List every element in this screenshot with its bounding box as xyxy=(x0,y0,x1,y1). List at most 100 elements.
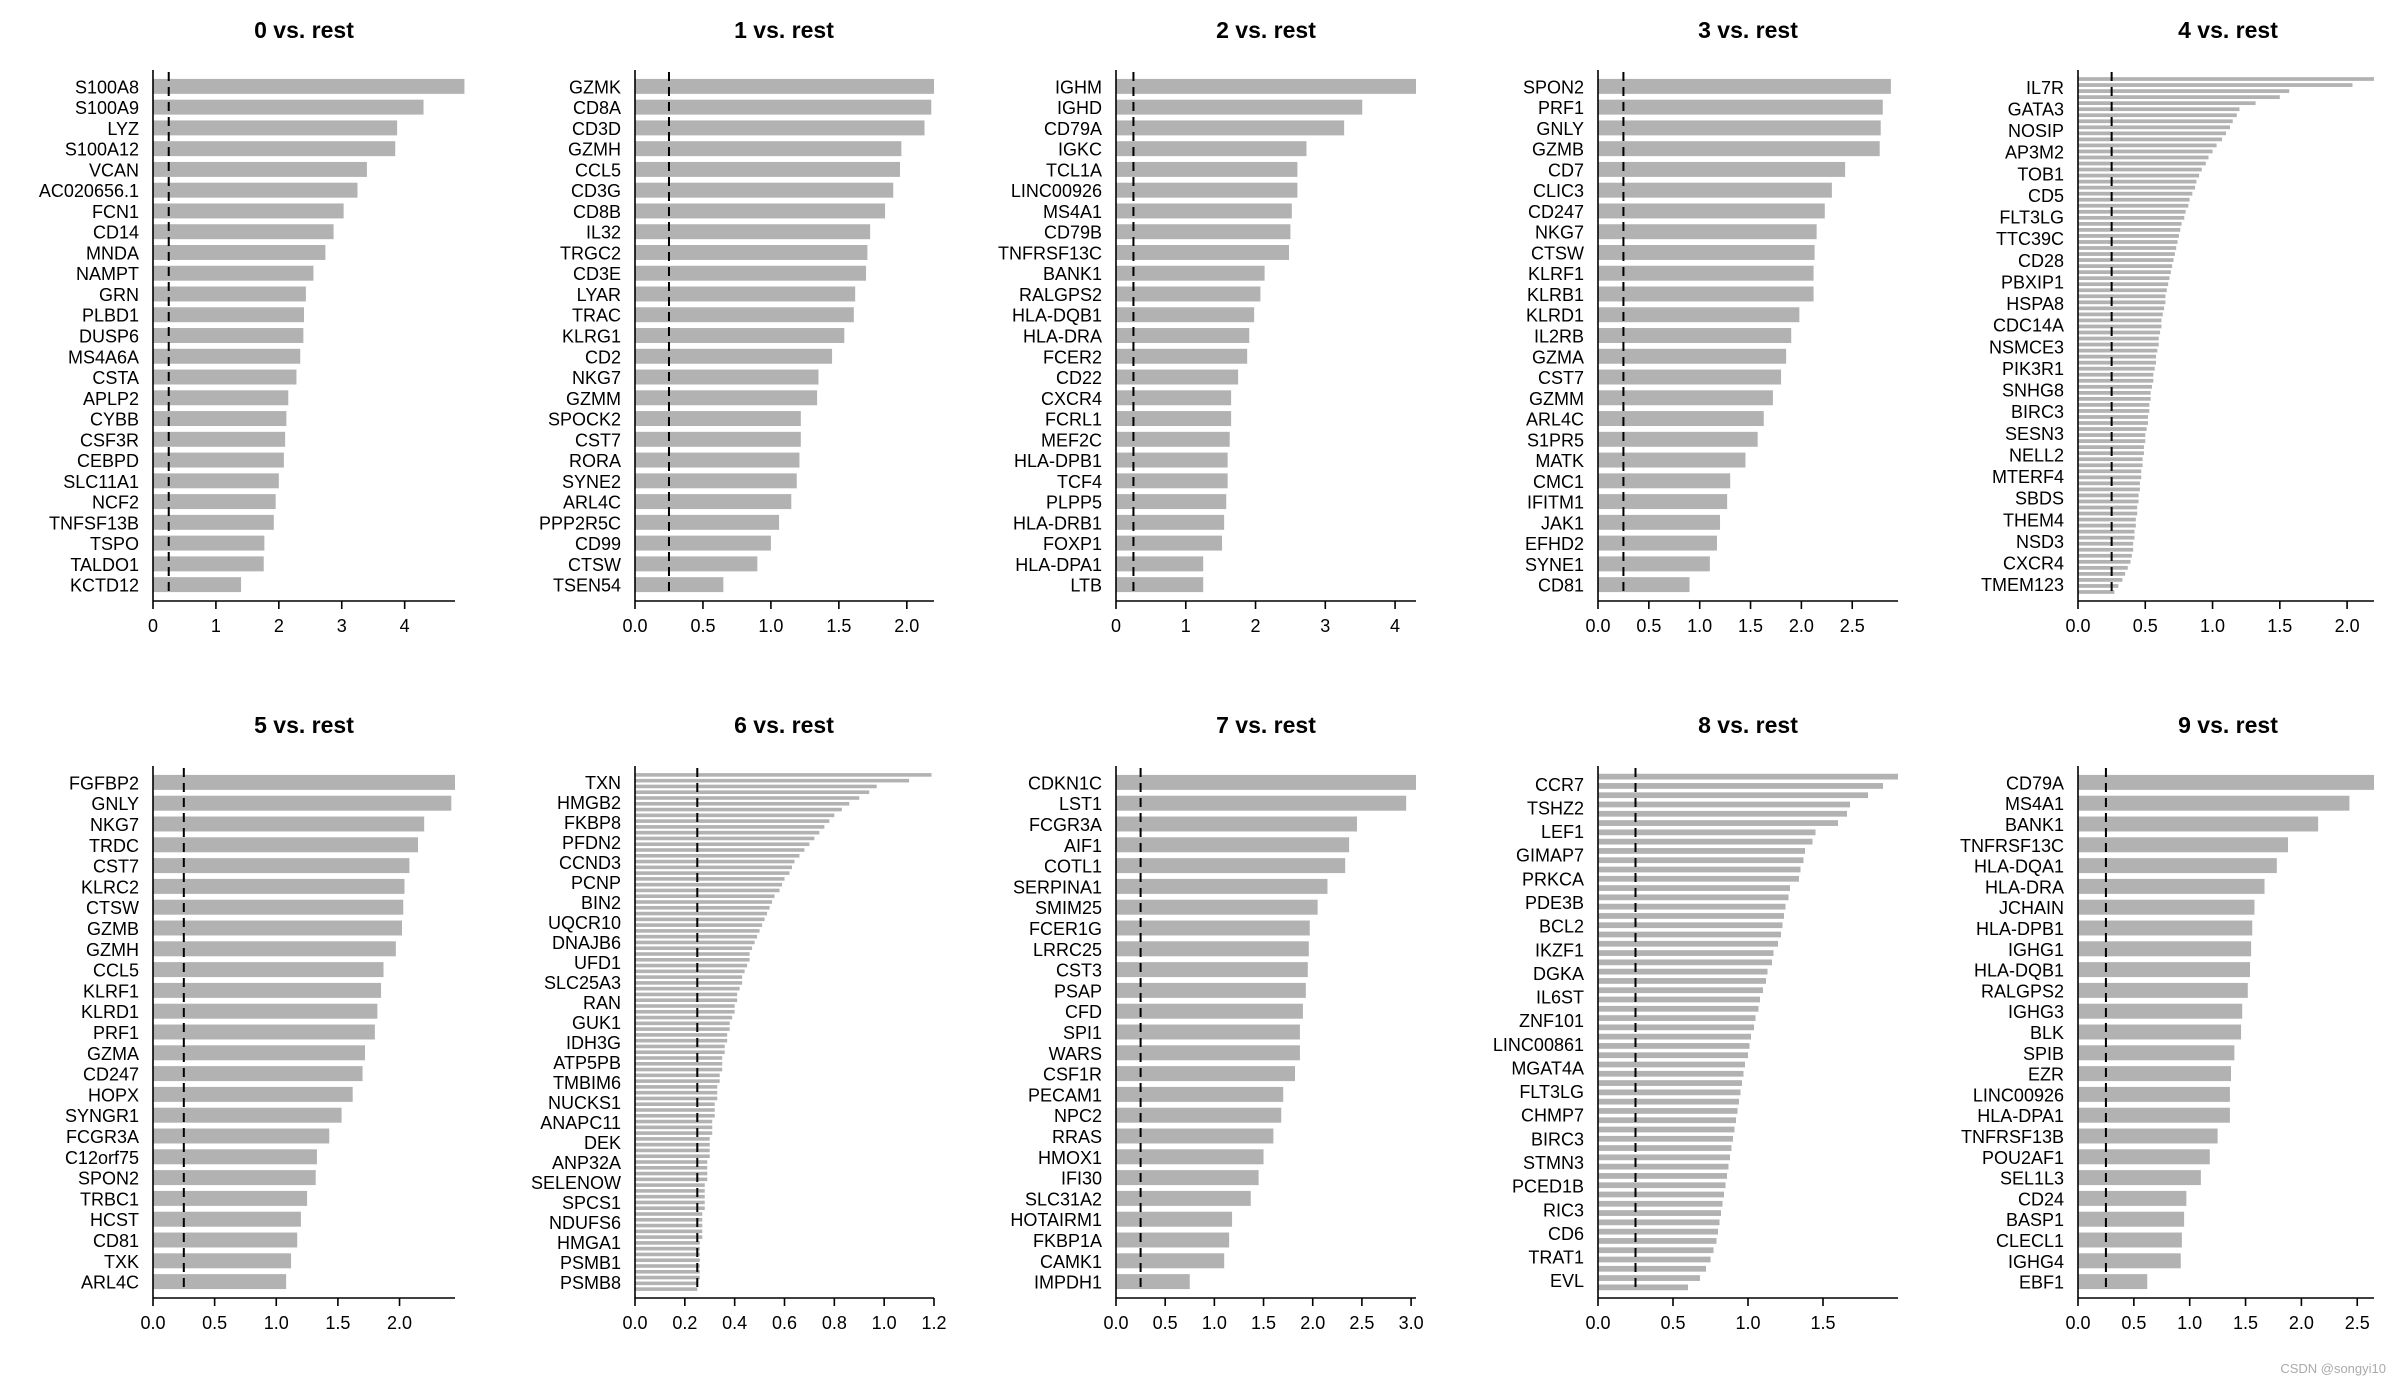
bar xyxy=(1598,996,1760,1003)
gene-label: TXN xyxy=(585,773,621,793)
bar xyxy=(635,1223,703,1228)
bar xyxy=(2078,161,2206,166)
x-tick-label: 1.5 xyxy=(2233,1313,2258,1333)
bar xyxy=(153,307,304,323)
gene-label: PECAM1 xyxy=(1028,1085,1102,1105)
gene-label: TRAT1 xyxy=(1528,1248,1584,1268)
bar xyxy=(635,1125,713,1130)
bar xyxy=(635,307,854,323)
gene-label: ATP5PB xyxy=(553,1053,621,1073)
x-tick-label: 0.0 xyxy=(2065,616,2090,636)
bar xyxy=(2078,1211,2185,1227)
gene-label: CD79A xyxy=(1044,119,1102,139)
gene-label: BANK1 xyxy=(1043,264,1102,284)
bar xyxy=(635,940,755,945)
bar xyxy=(2078,306,2165,311)
gene-label: CD8B xyxy=(573,202,621,222)
bar xyxy=(2078,288,2167,293)
x-tick-label: 0.2 xyxy=(672,1313,697,1333)
bar xyxy=(2078,107,2240,112)
bar xyxy=(635,900,773,904)
gene-label: HSPA8 xyxy=(2006,294,2064,314)
bar xyxy=(635,894,775,899)
gene-label: TNFRSF13C xyxy=(998,243,1102,263)
gene-label: SLC31A2 xyxy=(1025,1189,1102,1209)
gene-label: CD3G xyxy=(571,181,621,201)
bar xyxy=(635,120,925,136)
bar xyxy=(635,1090,718,1095)
gene-label: NCF2 xyxy=(92,493,139,513)
x-tick-label: 2 xyxy=(274,616,284,636)
gene-label: IL7R xyxy=(2026,78,2064,98)
x-tick-label: 1.0 xyxy=(758,616,783,636)
bar xyxy=(1598,903,1786,910)
gene-label: NKG7 xyxy=(90,815,139,835)
bar xyxy=(153,795,452,811)
gene-label: CYBB xyxy=(90,410,139,430)
gene-label: BANK1 xyxy=(2005,815,2064,835)
gene-label: SBDS xyxy=(2015,489,2064,509)
gene-label: PPP2R5C xyxy=(539,513,621,533)
gene-label: GATA3 xyxy=(2008,99,2064,119)
bar xyxy=(635,952,750,956)
bar xyxy=(635,265,867,281)
gene-label: SMIM25 xyxy=(1035,898,1102,918)
gene-label: GZMA xyxy=(1532,347,1584,367)
gene-label: CEBPD xyxy=(77,451,139,471)
x-tick-label: 0.8 xyxy=(822,1313,847,1333)
bar xyxy=(635,1085,718,1089)
gene-label: PBXIP1 xyxy=(2001,272,2064,292)
bar xyxy=(2078,584,2119,588)
gene-label: FKBP8 xyxy=(564,813,621,833)
gene-label: PIK3R1 xyxy=(2002,359,2064,379)
bar xyxy=(1598,1145,1732,1151)
bar xyxy=(635,1056,723,1060)
bar xyxy=(1598,1052,1748,1059)
gene-label: HLA-DRA xyxy=(1023,327,1102,347)
gene-label: HLA-DPA1 xyxy=(1977,1106,2064,1126)
bar xyxy=(2078,1190,2187,1206)
bar xyxy=(2078,421,2148,425)
bar xyxy=(1116,328,1250,343)
bar xyxy=(635,882,783,887)
x-tick-label: 1.5 xyxy=(2267,616,2292,636)
bar xyxy=(635,1183,705,1187)
bar xyxy=(635,1067,723,1072)
bar xyxy=(1116,348,1248,364)
gene-label: SPOCK2 xyxy=(548,410,621,430)
gene-label: IKZF1 xyxy=(1535,940,1584,960)
bar xyxy=(1598,857,1804,864)
bar xyxy=(1598,1210,1721,1216)
bar xyxy=(1116,577,1204,593)
gene-label: CST3 xyxy=(1056,961,1102,981)
gene-label: S100A12 xyxy=(65,140,139,160)
bar xyxy=(2078,463,2143,468)
gene-label: LINC00861 xyxy=(1493,1035,1584,1055)
bar xyxy=(1116,286,1261,302)
bar xyxy=(635,1258,700,1263)
bar xyxy=(2078,878,2265,894)
bar xyxy=(1116,411,1232,427)
bar xyxy=(1598,1256,1711,1263)
bar xyxy=(1598,577,1690,593)
gene-label: S1PR5 xyxy=(1527,430,1584,450)
x-tick-label: 0.0 xyxy=(622,1313,647,1333)
x-tick-label: 1 xyxy=(211,616,221,636)
bar xyxy=(1598,1080,1742,1086)
bar xyxy=(635,830,820,835)
gene-label: TRDC xyxy=(89,836,139,856)
bar xyxy=(2078,774,2374,790)
bar xyxy=(153,1211,301,1227)
bar xyxy=(1598,141,1880,157)
bar xyxy=(635,141,902,157)
bar xyxy=(2078,137,2222,142)
x-tick-label: 3 xyxy=(1320,616,1330,636)
bar xyxy=(2078,590,2115,594)
chart-title: 2 vs. rest xyxy=(1216,17,1316,43)
bar xyxy=(2078,535,2135,540)
x-tick-label: 0 xyxy=(148,616,158,636)
bar xyxy=(635,1142,710,1147)
bar xyxy=(635,877,785,881)
bar xyxy=(1116,1003,1303,1019)
bar xyxy=(635,992,738,997)
